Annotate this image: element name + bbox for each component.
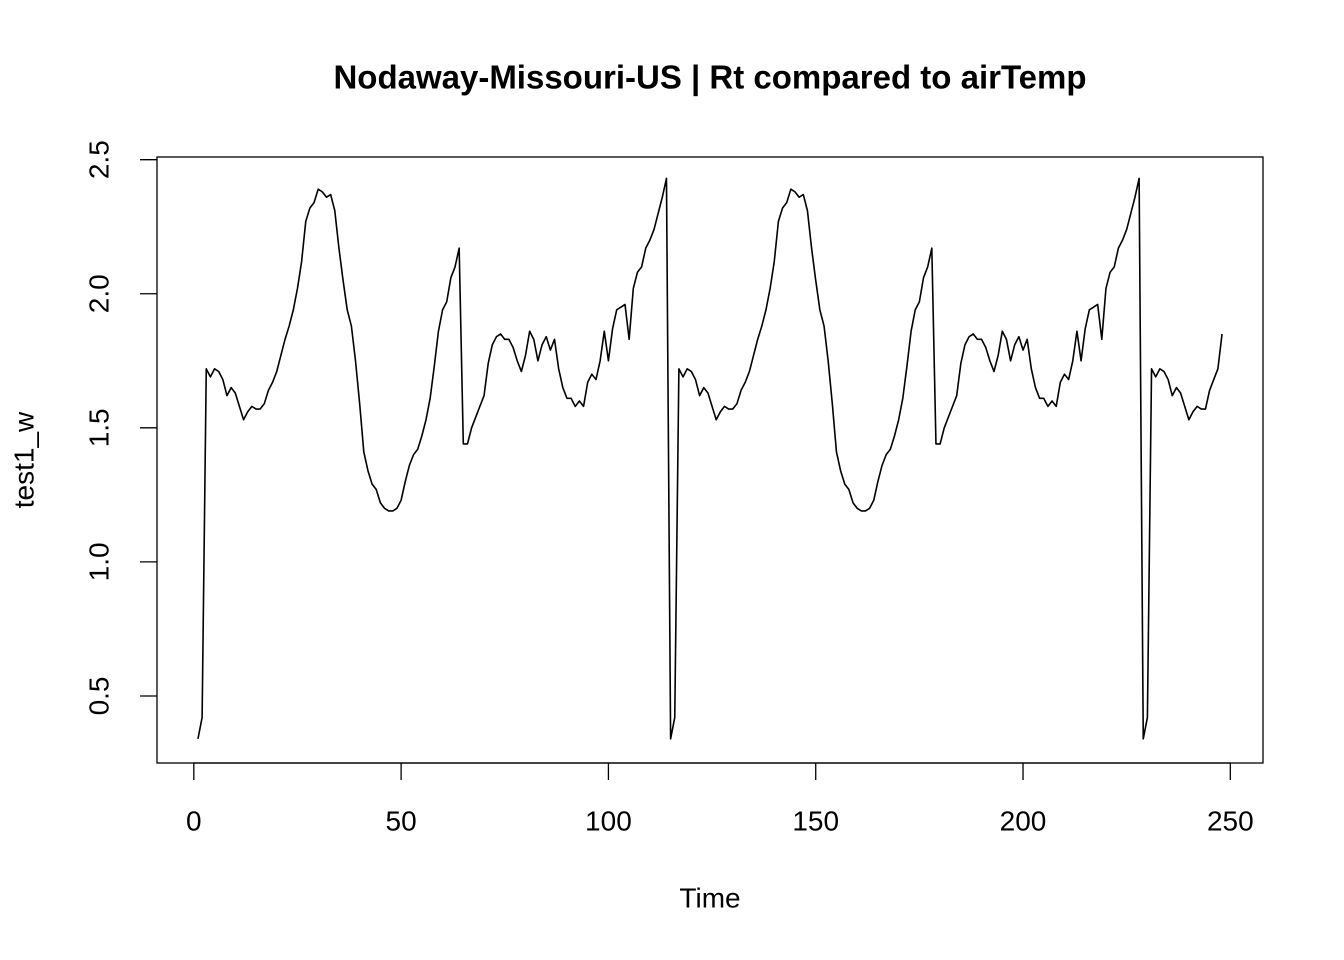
- y-axis-label: test1_w: [8, 411, 39, 508]
- x-axis-label: Time: [679, 882, 740, 913]
- x-tick-label: 250: [1207, 805, 1254, 836]
- data-line: [197, 177, 1223, 740]
- x-tick-label: 150: [792, 805, 839, 836]
- y-tick-label: 1.0: [83, 542, 114, 581]
- y-tick-label: 2.0: [83, 274, 114, 313]
- y-tick-label: 0.5: [83, 676, 114, 715]
- x-tick-label: 200: [1000, 805, 1047, 836]
- chart-title: Nodaway-Missouri-US | Rt compared to air…: [333, 59, 1086, 96]
- x-tick-label: 100: [585, 805, 632, 836]
- x-tick-label: 0: [186, 805, 202, 836]
- y-tick-label: 2.5: [83, 140, 114, 179]
- plot-frame: [156, 156, 1264, 764]
- x-tick-label: 50: [386, 805, 417, 836]
- y-tick-label: 1.5: [83, 408, 114, 447]
